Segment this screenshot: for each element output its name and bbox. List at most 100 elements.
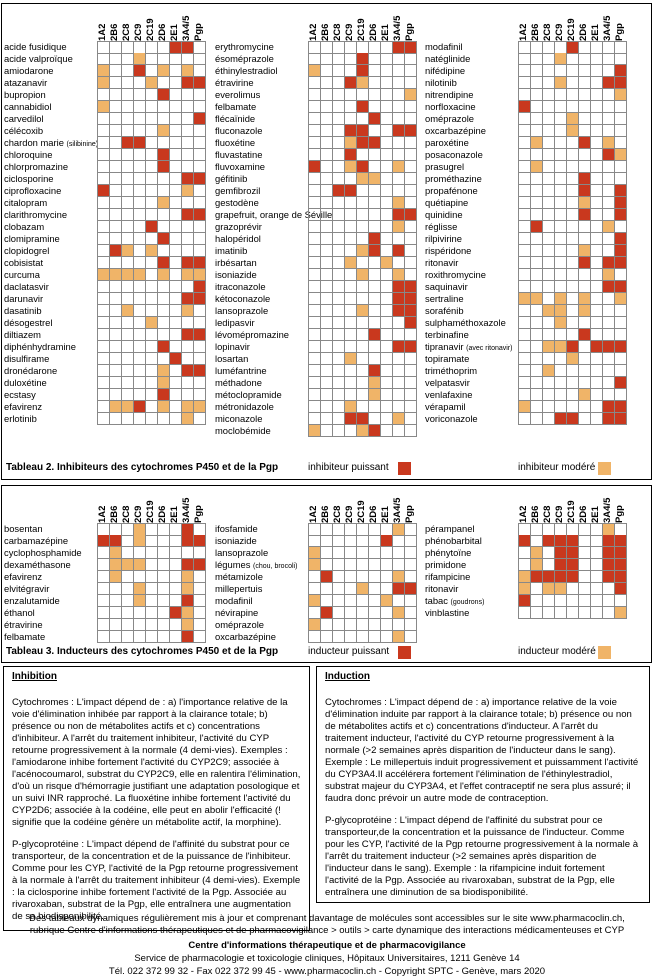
cell-empty <box>567 221 579 233</box>
cell-empty <box>357 149 369 161</box>
cell-empty <box>405 425 417 437</box>
cell-empty <box>591 209 603 221</box>
cell-empty <box>194 137 206 149</box>
drug-name-text: enzalutamide <box>4 595 60 606</box>
cell-empty <box>309 197 321 209</box>
cell-empty <box>333 269 345 281</box>
cell-empty <box>567 305 579 317</box>
cell-empty <box>321 547 333 559</box>
cell-empty <box>345 233 357 245</box>
cell-empty <box>381 161 393 173</box>
cell-empty <box>309 173 321 185</box>
interaction-cells <box>97 197 206 209</box>
drug-name: roxithromycine <box>425 269 486 281</box>
cell-empty <box>146 137 158 149</box>
drug-name: venlafaxine <box>425 389 472 401</box>
drug-name-text: propafénone <box>425 185 478 196</box>
drug-name: disulfirame <box>4 353 49 365</box>
cell-empty <box>381 293 393 305</box>
cell-strong <box>357 161 369 173</box>
cell-empty <box>603 185 615 197</box>
interaction-cells <box>518 245 627 257</box>
drug-name: diltiazem <box>4 329 41 341</box>
cell-empty <box>393 353 405 365</box>
drug-name: cyclophosphamide <box>4 547 82 559</box>
drug-name-text: flécaïnide <box>215 113 256 124</box>
cell-strong <box>567 41 579 54</box>
drug-name-text: fluoxétine <box>215 137 256 148</box>
cell-empty <box>182 89 194 101</box>
cell-strong <box>182 365 194 377</box>
cell-strong <box>182 77 194 89</box>
cell-empty <box>146 125 158 137</box>
drug-name: curcuma <box>4 269 40 281</box>
drug-row: vinblastine <box>425 607 627 619</box>
drug-name-text: éthanol <box>4 607 35 618</box>
drug-name-text: ritonavir <box>425 583 459 594</box>
cell-empty <box>309 245 321 257</box>
cell-empty <box>519 65 531 77</box>
cell-empty <box>591 173 603 185</box>
cell-empty <box>603 233 615 245</box>
cell-empty <box>381 185 393 197</box>
drug-name-text: cyclophosphamide <box>4 547 82 558</box>
interaction-cells <box>308 389 417 401</box>
interaction-cells <box>308 185 417 197</box>
cell-strong <box>110 245 122 257</box>
cell-empty <box>321 535 333 547</box>
column-header-2c8: 2C8 <box>542 505 553 523</box>
drug-name-text: désogestrel <box>4 317 53 328</box>
cell-moderate <box>345 137 357 149</box>
cell-empty <box>579 221 591 233</box>
drug-name-text: millepertuis <box>215 583 263 594</box>
cell-empty <box>146 353 158 365</box>
cell-empty <box>98 293 110 305</box>
cell-empty <box>567 209 579 221</box>
cell-empty <box>309 269 321 281</box>
drug-row: phénobarbital <box>425 535 627 547</box>
cell-empty <box>309 101 321 113</box>
cell-empty <box>357 619 369 631</box>
drug-name-text: oméprazole <box>425 113 474 124</box>
cell-moderate <box>579 389 591 401</box>
drug-name: itraconazole <box>215 281 266 293</box>
cell-empty <box>309 401 321 413</box>
cell-empty <box>369 209 381 221</box>
cell-empty <box>170 535 182 547</box>
cell-moderate <box>122 401 134 413</box>
cell-empty <box>146 293 158 305</box>
cell-strong <box>158 341 170 353</box>
cell-moderate <box>381 257 393 269</box>
cell-empty <box>369 197 381 209</box>
cell-empty <box>591 77 603 89</box>
interaction-cells <box>518 523 627 536</box>
drug-row: elvitégravir <box>4 583 206 595</box>
cell-empty <box>110 137 122 149</box>
column-header-3a4-5: 3A4/5 <box>392 497 403 523</box>
cell-empty <box>170 401 182 413</box>
cell-empty <box>345 197 357 209</box>
column-header-2c9: 2C9 <box>344 23 355 41</box>
interaction-cells <box>97 559 206 571</box>
drug-row: cobisistat <box>4 257 206 269</box>
drug-row: roxithromycine <box>425 269 627 281</box>
cell-empty <box>393 619 405 631</box>
cell-empty <box>405 185 417 197</box>
cell-empty <box>615 389 627 401</box>
cell-empty <box>615 41 627 54</box>
cell-moderate <box>603 137 615 149</box>
cell-empty <box>591 547 603 559</box>
cell-strong <box>98 535 110 547</box>
cell-empty <box>603 317 615 329</box>
cell-strong <box>182 595 194 607</box>
cell-empty <box>579 607 591 619</box>
cell-strong <box>369 365 381 377</box>
cell-empty <box>543 65 555 77</box>
cell-empty <box>555 377 567 389</box>
cell-empty <box>531 65 543 77</box>
interaction-cells <box>97 113 206 125</box>
cell-empty <box>134 607 146 619</box>
cell-empty <box>357 559 369 571</box>
cell-moderate <box>393 607 405 619</box>
cell-empty <box>134 245 146 257</box>
